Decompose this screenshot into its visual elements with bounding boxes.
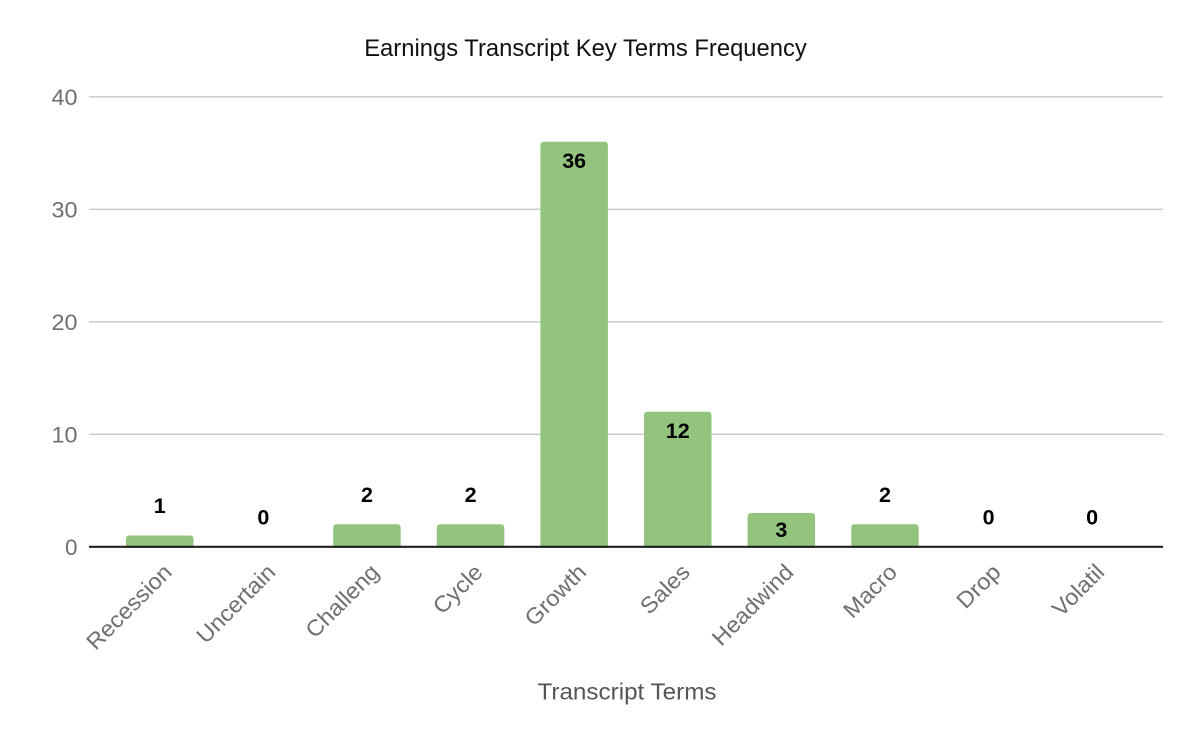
svg-text:12: 12	[666, 419, 690, 443]
svg-text:1: 1	[154, 494, 166, 518]
svg-text:0: 0	[983, 505, 995, 529]
svg-text:36: 36	[562, 149, 586, 173]
svg-text:0: 0	[65, 535, 78, 560]
svg-text:40: 40	[52, 85, 78, 110]
svg-text:Transcript Terms: Transcript Terms	[538, 679, 717, 705]
svg-text:20: 20	[52, 310, 78, 335]
svg-text:0: 0	[257, 505, 269, 529]
svg-text:0: 0	[1086, 505, 1098, 529]
svg-text:2: 2	[361, 483, 373, 507]
svg-text:3: 3	[775, 518, 787, 542]
svg-text:Earnings Transcript Key Terms: Earnings Transcript Key Terms Frequency	[364, 35, 807, 62]
svg-text:2: 2	[465, 483, 477, 507]
svg-text:10: 10	[52, 422, 78, 447]
svg-text:30: 30	[52, 197, 78, 222]
svg-text:2: 2	[879, 483, 891, 507]
